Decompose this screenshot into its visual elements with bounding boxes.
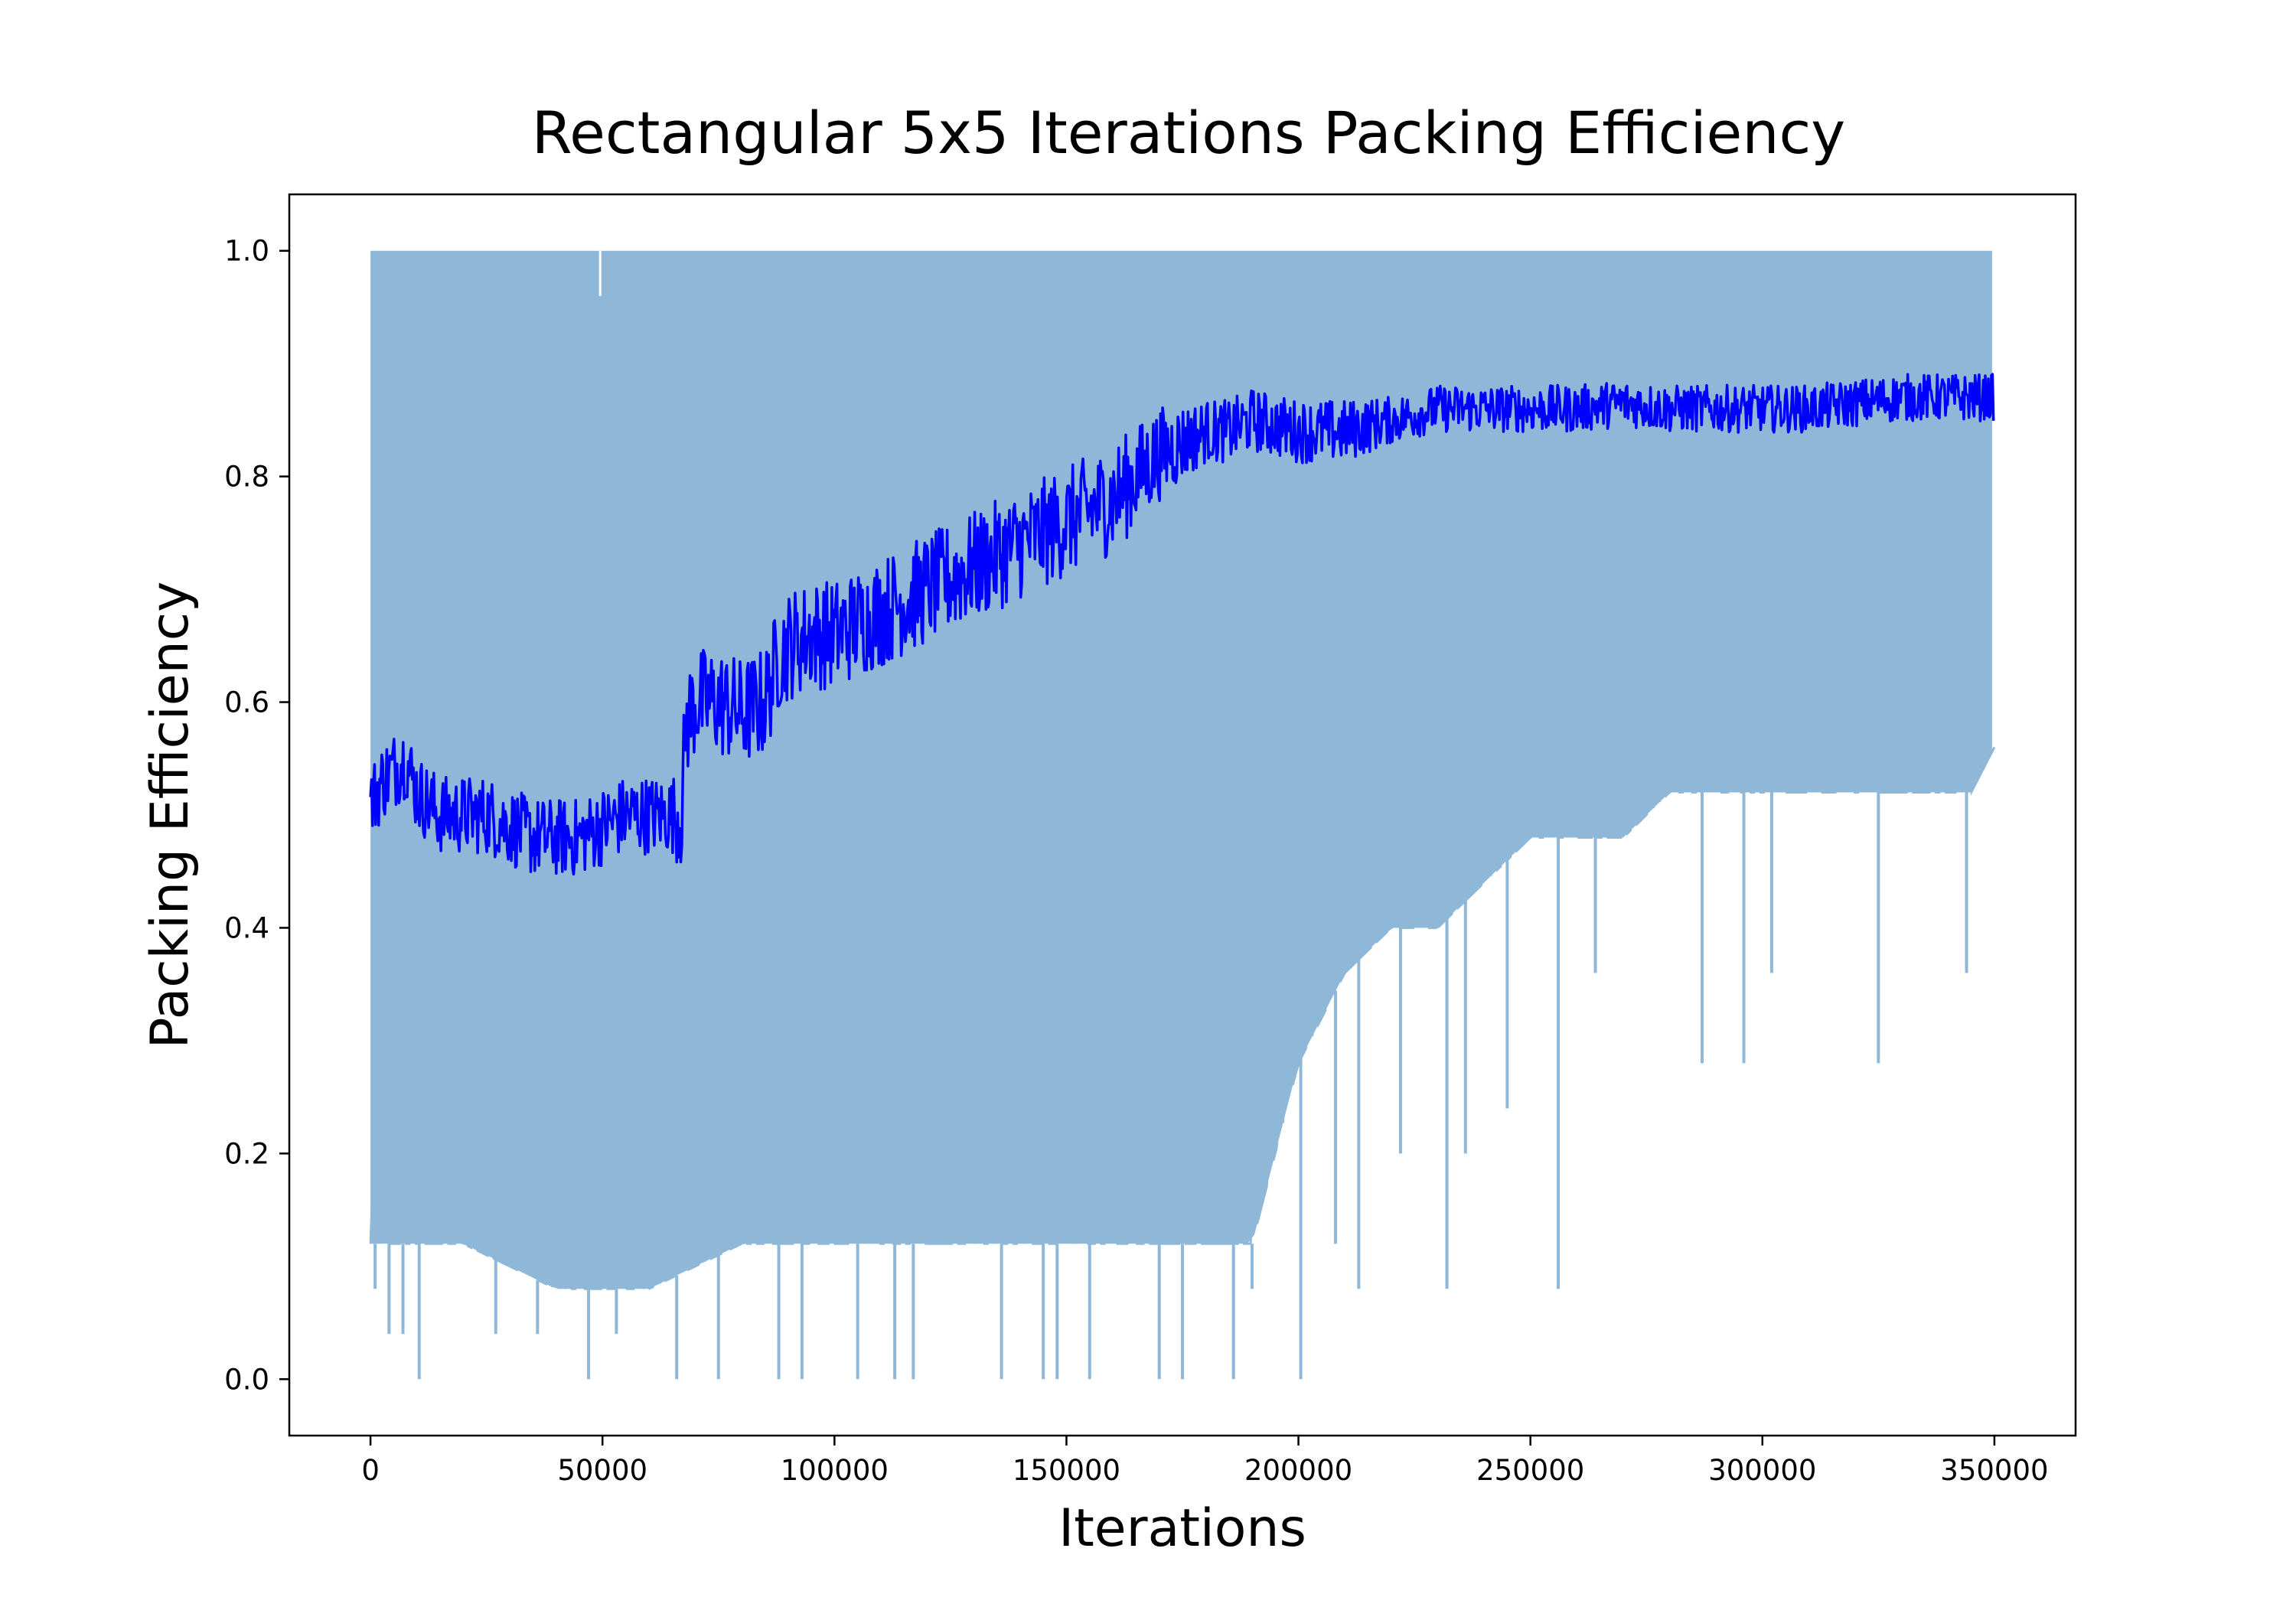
smoothed-efficiency-series <box>369 373 1995 876</box>
y-tick-label-5: 1.0 <box>224 235 269 268</box>
raw-efficiency-band <box>370 250 1992 1289</box>
raw-efficiency-dips <box>369 250 1996 1380</box>
y-tick-label-3: 0.6 <box>224 686 269 719</box>
x-tick-label-3: 150000 <box>1013 1454 1120 1487</box>
y-tick-label-4: 0.8 <box>224 461 269 494</box>
x-tick-label-1: 50000 <box>557 1454 647 1487</box>
y-tick-label-0: 0.0 <box>224 1363 269 1396</box>
x-tick-label-4: 200000 <box>1244 1454 1352 1487</box>
x-tick-label-2: 100000 <box>781 1454 889 1487</box>
raw-efficiency-lower-edge <box>369 701 1996 1291</box>
x-tick-label-0: 0 <box>361 1454 380 1487</box>
y-tick-label-2: 0.4 <box>224 911 269 944</box>
x-tick-label-6: 300000 <box>1708 1454 1816 1487</box>
chart-title: Rectangular 5x5 Iterations Packing Effic… <box>532 99 1846 167</box>
x-axis-label: Iterations <box>1058 1498 1306 1559</box>
raw-efficiency-series <box>370 250 1992 1289</box>
smoothed-efficiency-line <box>369 373 1995 876</box>
x-tick-label-7: 350000 <box>1940 1454 2048 1487</box>
y-tick-label-1: 0.2 <box>224 1137 269 1170</box>
plot-frame <box>288 193 2077 1437</box>
y-axis-label: Packing Efficiency <box>140 582 201 1049</box>
y-axis: 0.0 0.2 0.4 0.6 0.8 1.0 <box>224 235 289 1396</box>
x-tick-label-5: 250000 <box>1476 1454 1584 1487</box>
x-axis: 0 50000 100000 150000 200000 250000 300000 3500… <box>361 1436 2049 1487</box>
